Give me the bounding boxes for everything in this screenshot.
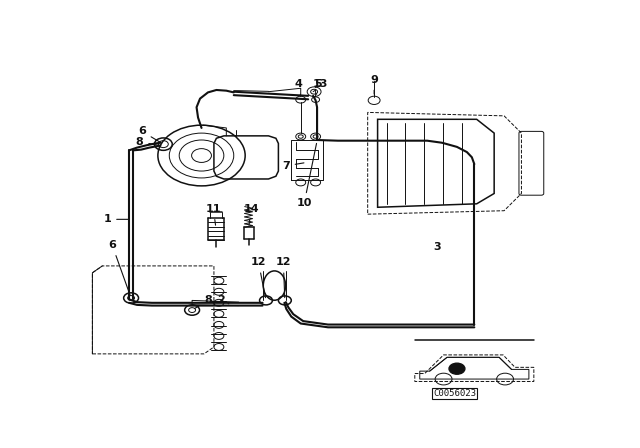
Text: C0056023: C0056023 — [433, 389, 476, 398]
Text: 4: 4 — [294, 79, 302, 96]
Text: 8: 8 — [136, 137, 161, 147]
Text: 14: 14 — [243, 204, 259, 225]
Text: 9: 9 — [370, 75, 378, 94]
Text: 12: 12 — [251, 258, 266, 297]
Text: 13: 13 — [313, 79, 328, 94]
Text: 10: 10 — [296, 143, 317, 208]
Text: 5: 5 — [314, 79, 322, 89]
Text: 3: 3 — [433, 242, 441, 252]
Circle shape — [449, 363, 465, 374]
Text: 6: 6 — [138, 126, 161, 143]
Text: 8: 8 — [195, 295, 212, 309]
Text: 2: 2 — [218, 295, 229, 306]
Text: 7: 7 — [282, 161, 304, 171]
Text: 6: 6 — [108, 240, 130, 295]
Text: 11: 11 — [205, 204, 221, 225]
Text: 1: 1 — [104, 214, 128, 224]
Text: 12: 12 — [276, 258, 291, 297]
